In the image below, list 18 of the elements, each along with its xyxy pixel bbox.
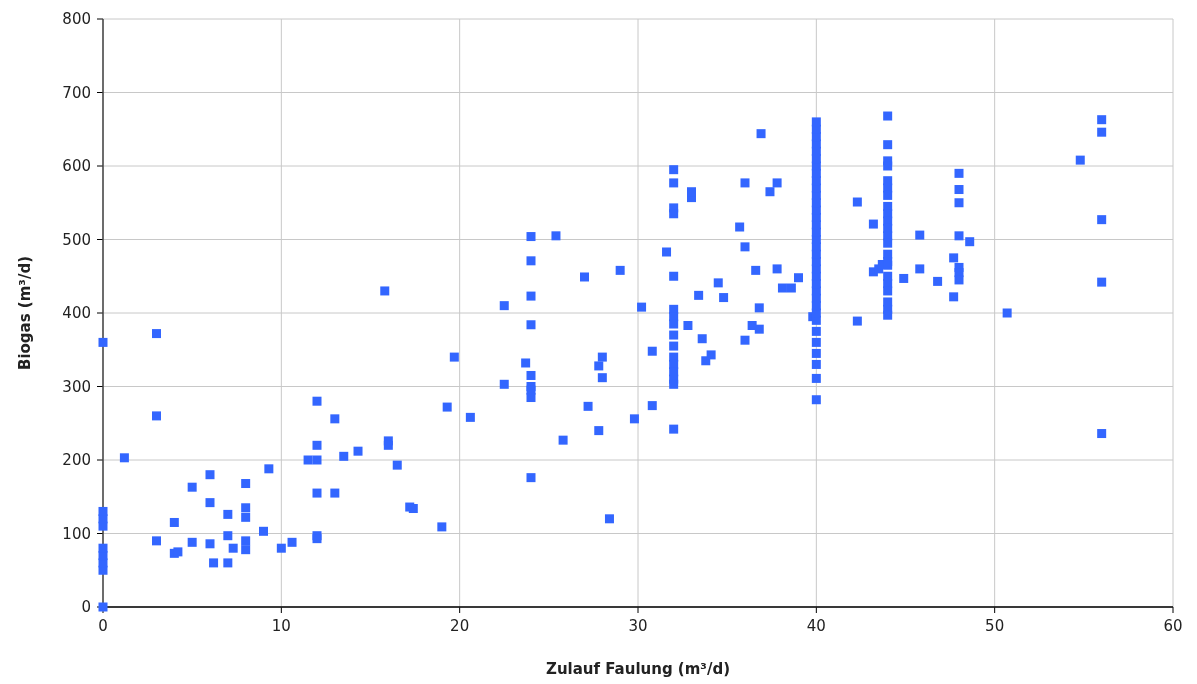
- x-tick-label: 60: [1163, 617, 1183, 635]
- y-tick-label: 800: [62, 10, 91, 28]
- x-tick-label: 30: [628, 617, 648, 635]
- x-tick-label: 20: [450, 617, 470, 635]
- x-axis-title: Zulauf Faulung (m³/d): [546, 660, 730, 678]
- y-tick-label: 300: [62, 377, 91, 396]
- y-tick-label: 200: [62, 451, 91, 469]
- y-tick-label: 400: [62, 304, 91, 322]
- x-tick-label: 40: [806, 617, 826, 635]
- y-tick-label: 700: [62, 83, 91, 102]
- x-tick-label: 0: [98, 617, 108, 635]
- y-tick-label: 0: [81, 598, 91, 616]
- x-tick-label: 50: [985, 617, 1005, 635]
- x-tick-label: 10: [271, 617, 291, 635]
- y-tick-label: 100: [62, 524, 91, 543]
- y-tick-label: 600: [62, 157, 91, 175]
- y-tick-label: 500: [62, 230, 91, 249]
- y-axis-title: Biogas (m³/d): [16, 255, 34, 371]
